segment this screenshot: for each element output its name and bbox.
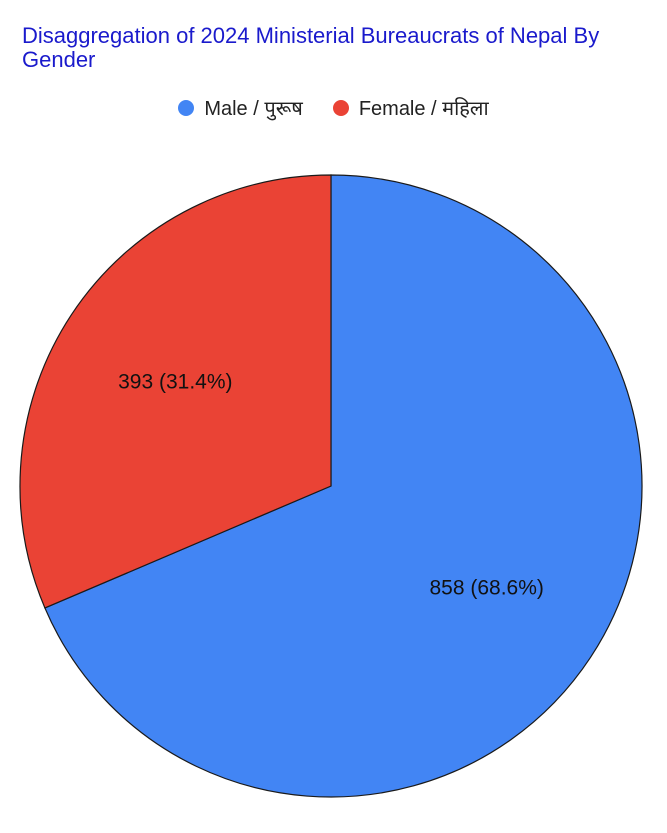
pie-slice-female[interactable] [19,174,332,609]
pie-slice-male[interactable] [44,174,643,798]
pie-slices [19,174,643,798]
chart-title: Disaggregation of 2024 Ministerial Burea… [22,23,600,72]
legend-swatch-female [332,99,349,116]
pie-labels: 858 (68.6%) 393 (31.4%) [118,371,544,600]
legend-swatch-male [178,99,195,116]
slice-label-male: 858 (68.6%) [429,576,543,599]
legend-item-female[interactable]: Female / महिला [332,94,489,121]
legend-label-female: Female / महिला [358,98,489,120]
legend-item-male[interactable]: Male / पुरूष [178,94,303,121]
chart-legend: Male / पुरूष Female / महिला [0,94,667,121]
slice-label-female: 393 (31.4%) [118,371,232,394]
legend-label-male: Male / पुरूष [204,98,303,120]
